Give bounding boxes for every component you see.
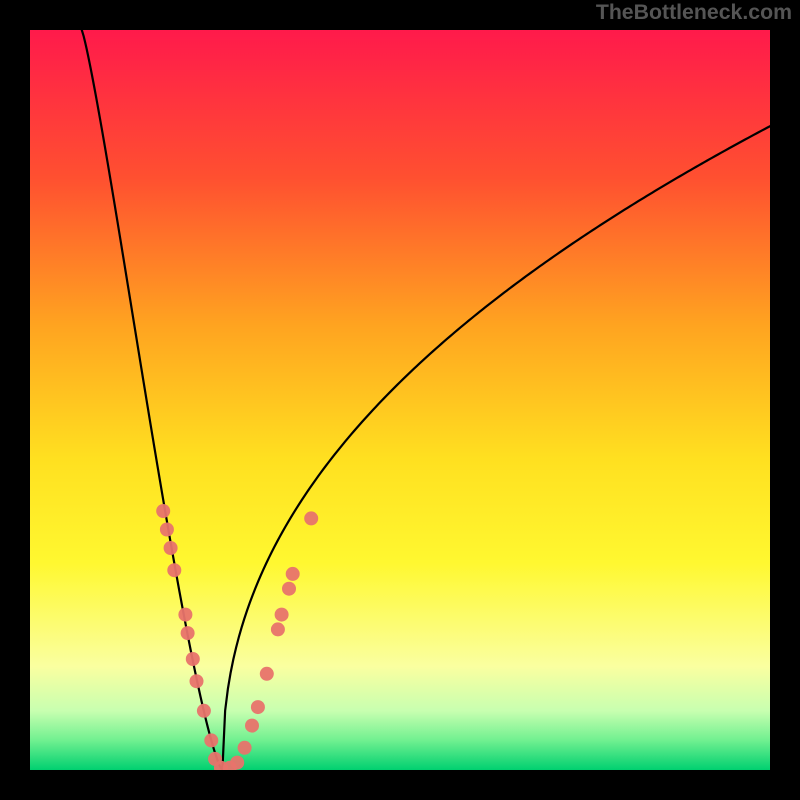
- data-marker: [204, 733, 218, 747]
- data-marker: [181, 626, 195, 640]
- data-marker: [164, 541, 178, 555]
- data-marker: [260, 667, 274, 681]
- data-marker: [186, 652, 200, 666]
- data-marker: [230, 756, 244, 770]
- data-marker: [275, 608, 289, 622]
- plot-area: [30, 30, 770, 770]
- data-marker: [160, 523, 174, 537]
- data-marker: [197, 704, 211, 718]
- data-marker: [178, 608, 192, 622]
- chart-svg: [30, 30, 770, 770]
- data-marker: [190, 674, 204, 688]
- curve: [222, 126, 770, 770]
- data-marker: [286, 567, 300, 581]
- watermark-text: TheBottleneck.com: [596, 0, 792, 25]
- data-marker: [245, 719, 259, 733]
- data-marker: [304, 511, 318, 525]
- data-marker: [167, 563, 181, 577]
- chart-frame: TheBottleneck.com: [0, 0, 800, 800]
- data-marker: [156, 504, 170, 518]
- data-marker: [271, 622, 285, 636]
- data-marker: [251, 700, 265, 714]
- curve: [82, 30, 223, 770]
- data-marker: [282, 582, 296, 596]
- data-marker: [238, 741, 252, 755]
